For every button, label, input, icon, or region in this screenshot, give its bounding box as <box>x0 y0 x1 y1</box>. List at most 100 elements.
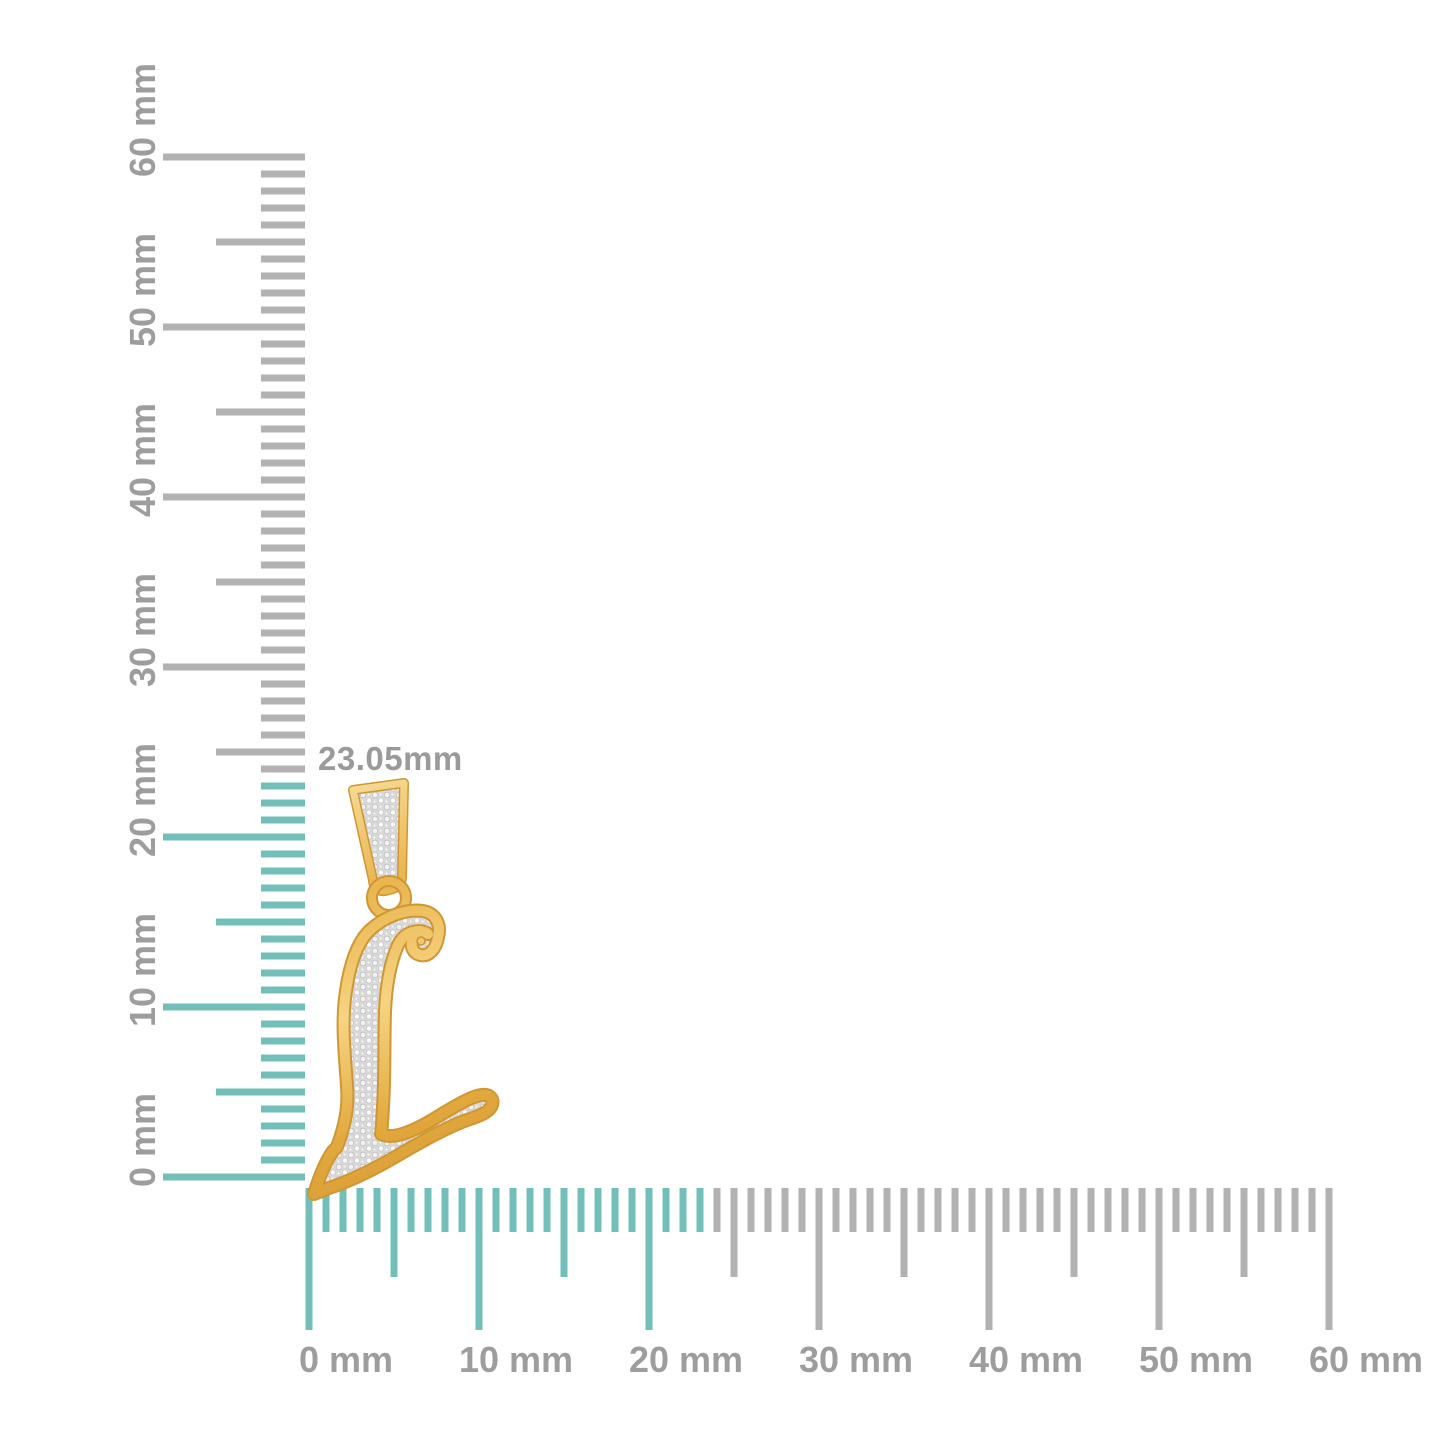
v-tick-21mm <box>261 816 305 824</box>
h-tick-1mm <box>322 1188 330 1232</box>
v-tick-31mm <box>261 646 305 654</box>
h-tick-35mm <box>900 1188 908 1277</box>
h-tick-41mm <box>1002 1188 1010 1232</box>
h-tick-0mm <box>305 1188 313 1330</box>
v-tick-3mm <box>261 1122 305 1130</box>
h-tick-38mm <box>951 1188 959 1232</box>
v-tick-4mm <box>261 1105 305 1113</box>
v-tick-34mm <box>261 595 305 603</box>
letter-curl-detail <box>416 936 426 946</box>
v-tick-16mm <box>261 901 305 909</box>
v-tick-33mm <box>261 612 305 620</box>
h-tick-60mm <box>1325 1188 1333 1330</box>
ruler-label: 10 mm <box>122 913 163 1027</box>
v-tick-24mm <box>261 765 305 773</box>
h-tick-25mm <box>730 1188 738 1277</box>
ruler-label: 20 mm <box>629 1339 743 1380</box>
v-tick-54mm <box>261 255 305 263</box>
h-tick-56mm <box>1257 1188 1265 1232</box>
h-tick-3mm <box>356 1188 364 1232</box>
h-tick-7mm <box>424 1188 432 1232</box>
v-tick-5mm <box>216 1088 305 1096</box>
v-tick-23mm <box>261 782 305 790</box>
v-tick-22mm <box>261 799 305 807</box>
h-tick-47mm <box>1104 1188 1112 1232</box>
h-tick-9mm <box>458 1188 466 1232</box>
h-tick-51mm <box>1172 1188 1180 1232</box>
v-tick-26mm <box>261 731 305 739</box>
v-tick-43mm <box>261 442 305 450</box>
vertical-ruler: 0 mm 10 mm 20 mm 30 mm 40 mm 50 mm 60 mm <box>122 63 305 1187</box>
h-tick-29mm <box>798 1188 806 1232</box>
v-tick-2mm <box>261 1139 305 1147</box>
h-tick-44mm <box>1053 1188 1061 1232</box>
h-tick-37mm <box>934 1188 942 1232</box>
v-tick-53mm <box>261 272 305 280</box>
ruler-label: 0 mm <box>299 1339 393 1380</box>
ruler-label: 30 mm <box>799 1339 913 1380</box>
ruler-label: 0 mm <box>122 1093 163 1187</box>
v-tick-51mm <box>261 306 305 314</box>
h-tick-58mm <box>1291 1188 1299 1232</box>
h-tick-15mm <box>560 1188 568 1277</box>
h-tick-6mm <box>407 1188 415 1232</box>
ruler-label: 40 mm <box>122 403 163 517</box>
h-tick-57mm <box>1274 1188 1282 1232</box>
v-tick-35mm <box>216 578 305 586</box>
ruler-label: 50 mm <box>1139 1339 1253 1380</box>
v-tick-11mm <box>261 986 305 994</box>
h-tick-54mm <box>1223 1188 1231 1232</box>
h-tick-18mm <box>611 1188 619 1232</box>
v-tick-13mm <box>261 952 305 960</box>
v-tick-12mm <box>261 969 305 977</box>
ruler-label: 20 mm <box>122 743 163 857</box>
h-tick-2mm <box>339 1188 347 1232</box>
h-tick-39mm <box>968 1188 976 1232</box>
v-tick-14mm <box>261 935 305 943</box>
h-tick-27mm <box>764 1188 772 1232</box>
v-tick-39mm <box>261 510 305 518</box>
v-tick-49mm <box>261 340 305 348</box>
h-tick-8mm <box>441 1188 449 1232</box>
h-tick-17mm <box>594 1188 602 1232</box>
h-tick-42mm <box>1019 1188 1027 1232</box>
h-tick-40mm <box>985 1188 993 1330</box>
h-tick-32mm <box>849 1188 857 1232</box>
h-tick-55mm <box>1240 1188 1248 1277</box>
h-tick-45mm <box>1070 1188 1078 1277</box>
h-tick-12mm <box>509 1188 517 1232</box>
v-tick-18mm <box>261 867 305 875</box>
h-tick-14mm <box>543 1188 551 1232</box>
ruler-label: 50 mm <box>122 233 163 347</box>
v-tick-52mm <box>261 289 305 297</box>
h-tick-48mm <box>1121 1188 1129 1232</box>
ruler-label: 60 mm <box>1309 1339 1423 1380</box>
v-tick-30mm <box>163 663 305 671</box>
h-tick-49mm <box>1138 1188 1146 1232</box>
h-tick-34mm <box>883 1188 891 1232</box>
h-tick-52mm <box>1189 1188 1197 1232</box>
v-tick-7mm <box>261 1054 305 1062</box>
v-tick-19mm <box>261 850 305 858</box>
h-tick-53mm <box>1206 1188 1214 1232</box>
ruler-label: 30 mm <box>122 573 163 687</box>
h-tick-10mm <box>475 1188 483 1330</box>
v-tick-0mm <box>163 1173 305 1181</box>
v-tick-28mm <box>261 697 305 705</box>
v-tick-41mm <box>261 476 305 484</box>
v-tick-20mm <box>163 833 305 841</box>
h-tick-28mm <box>781 1188 789 1232</box>
v-tick-27mm <box>261 714 305 722</box>
v-tick-10mm <box>163 1003 305 1011</box>
v-tick-17mm <box>261 884 305 892</box>
v-tick-45mm <box>216 408 305 416</box>
h-tick-36mm <box>917 1188 925 1232</box>
v-tick-56mm <box>261 221 305 229</box>
pendant-letter-l <box>307 778 500 1201</box>
v-tick-50mm <box>163 323 305 331</box>
h-tick-19mm <box>628 1188 636 1232</box>
v-tick-9mm <box>261 1020 305 1028</box>
size-annotation: 23.05mm <box>318 740 463 777</box>
